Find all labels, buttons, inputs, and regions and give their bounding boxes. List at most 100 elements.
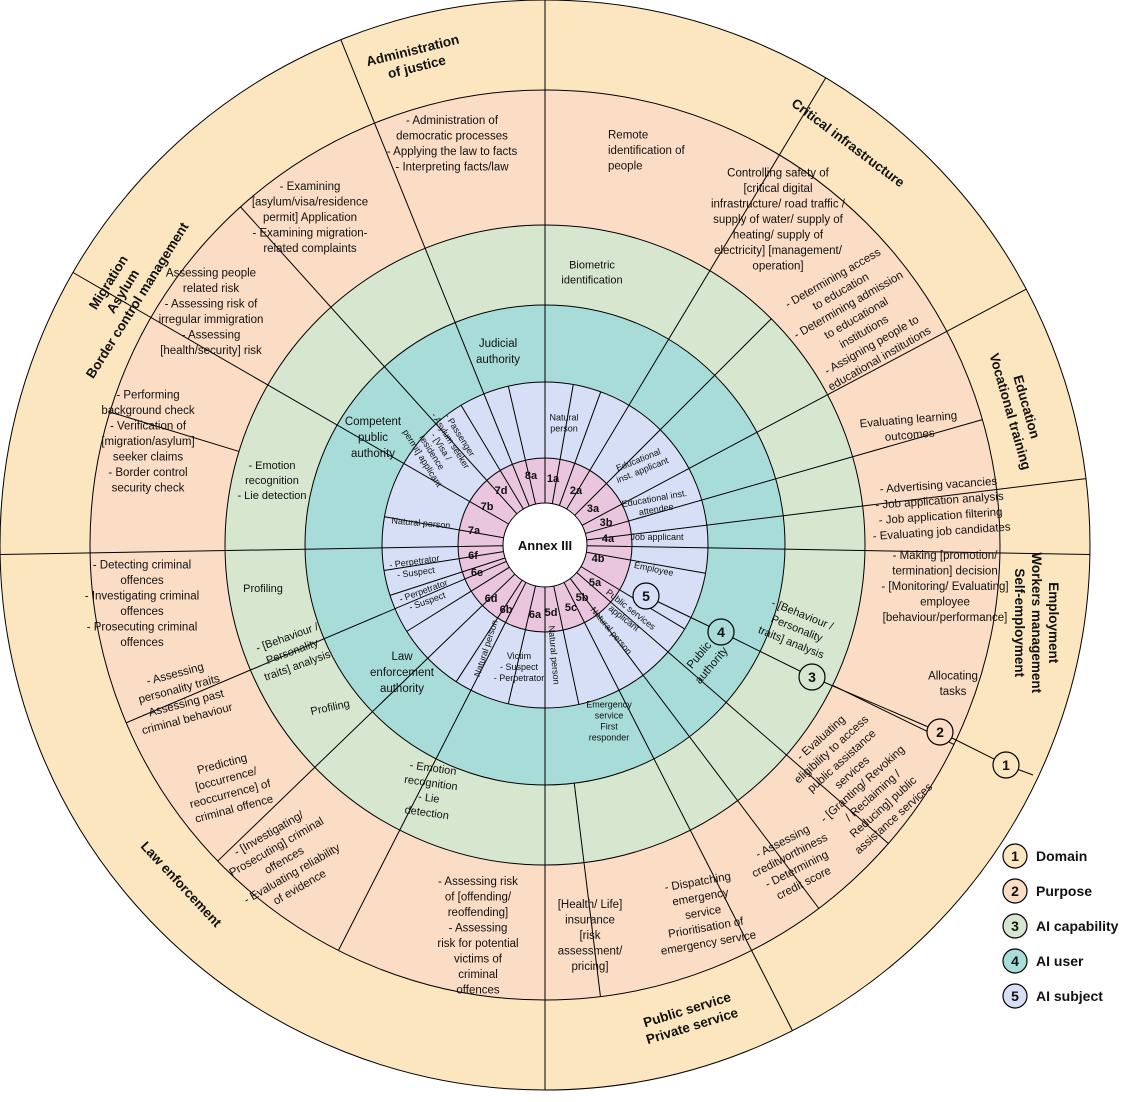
text-line: - Assessing risk — [438, 876, 518, 888]
text-line: authority — [351, 448, 395, 460]
code-7d: 7d — [495, 485, 508, 497]
divider-line — [566, 77, 827, 510]
text-line: [risk — [579, 930, 600, 942]
divider-line — [384, 516, 504, 539]
capability-profiling-law-text: Profiling — [243, 583, 283, 595]
divider-line — [553, 585, 580, 705]
text-line: Natural — [549, 413, 578, 423]
divider-line — [586, 478, 1086, 541]
text-line: victims of — [454, 953, 503, 965]
text-line: termination] decision — [892, 566, 997, 578]
text-line: Self-employment — [1012, 568, 1027, 677]
text-line: criminal — [458, 969, 498, 981]
text-line: - Interpreting facts/law — [395, 161, 509, 173]
text-line: assessment/ — [558, 946, 623, 958]
ai-user-judicial: Judicial authority — [476, 338, 520, 366]
capability-biometric-text: Biometric identification — [561, 260, 622, 287]
text-line: - Administration of — [406, 115, 499, 127]
text-line: people — [608, 161, 643, 173]
marker-circle — [707, 618, 735, 646]
legend-item-ai-subject: 5 AI subject — [1002, 983, 1103, 1009]
marker-number: 4 — [717, 624, 725, 640]
text-line: related risk — [183, 283, 239, 295]
text-line: Workers management — [1029, 552, 1044, 693]
purpose-examining-text: - Examining [asylum/visa/residence permit]… — [252, 181, 368, 255]
ai-user-judicial-text: Judicial authority — [476, 338, 520, 366]
text-line: security check — [112, 483, 185, 495]
legend-number: 2 — [1011, 883, 1019, 899]
purpose-remote-text: Remote identification of people — [608, 130, 686, 173]
text-line: identification — [561, 275, 622, 287]
legend-item-ai-capability: 3 AI capability — [1002, 913, 1119, 939]
divider-line — [337, 582, 527, 951]
code-7a: 7a — [468, 525, 481, 537]
text-line: employee — [920, 597, 970, 609]
legend-swatch — [1002, 843, 1028, 869]
divider-line — [563, 582, 793, 1031]
text-line: [critical digital — [743, 183, 812, 195]
ai-user-competent-text: Competent public authority — [345, 416, 402, 460]
text-line: offences — [120, 575, 164, 587]
text-line: authority — [380, 683, 424, 695]
purpose-justice: - Administration of democratic processes -… — [387, 115, 518, 174]
text-line: permit] Application — [263, 212, 357, 224]
text-line: [health/security] risk — [160, 345, 262, 357]
divider-line — [217, 573, 516, 862]
ai-subject-emergency: Emergency service First responder — [586, 700, 632, 743]
ai-subject-natural-1a: Natural person — [549, 413, 578, 434]
text-line: identification of — [608, 145, 686, 157]
divider-line — [125, 560, 507, 724]
ai-user-law-text: Law enforcement authority — [370, 651, 435, 695]
purpose-migration-risk: Assessing people related risk - Assessing … — [159, 267, 264, 357]
text-line: related complaints — [263, 243, 357, 255]
text-line: recognition — [245, 475, 299, 487]
text-line: Law — [391, 651, 413, 663]
text-line: - Border control — [108, 467, 187, 479]
text-line: infrastructure/ road traffic / — [711, 199, 846, 211]
divider-line — [109, 411, 240, 452]
divider-line — [576, 572, 889, 844]
text-line: pricing] — [571, 961, 608, 973]
text-line: - Detecting criminal — [93, 559, 191, 571]
ai-subject-natural-1a-text: Natural person — [549, 413, 578, 434]
text-line: - Investigating criminal — [85, 590, 199, 602]
divider-line — [586, 551, 706, 574]
purpose-critical: Controlling safety of [critical digital in… — [711, 168, 846, 273]
text-line: outcomes — [884, 428, 935, 444]
text-line: heating/ supply of — [733, 230, 824, 242]
purpose-justice-text: - Administration of democratic processes -… — [387, 115, 518, 174]
divider-line — [551, 384, 574, 504]
ring-marker-5: 5 — [632, 582, 660, 610]
text-line: public — [358, 432, 388, 444]
text-line: Biometric — [569, 260, 615, 272]
purpose-promotion: - Making [promotion/termination] decisio… — [881, 550, 1008, 624]
text-line: supply of water/ supply of — [713, 214, 844, 226]
ai-subject-victim-text: Victim - Suspect - Perpetrator — [494, 651, 545, 683]
code-5a: 5a — [589, 577, 602, 589]
text-line: Victim — [507, 651, 531, 661]
text-line: service — [595, 711, 624, 721]
code-4b: 4b — [592, 553, 605, 565]
divider-line — [0, 545, 504, 556]
text-line: - Prosecuting criminal — [87, 621, 198, 633]
ai-user-competent: Competent public authority — [345, 416, 402, 460]
purpose-insurance: [Health/ Life] insurance [risk assessment/p… — [558, 899, 623, 973]
capability-emotion-mig-text: - Emotion recognition - Lie detection — [237, 460, 306, 502]
legend-label: AI capability — [1036, 918, 1119, 934]
text-line: - Verification of — [110, 421, 187, 433]
code-7b: 7b — [481, 501, 494, 513]
divider-line — [240, 206, 518, 515]
text-line: reoffending] — [448, 907, 509, 919]
ring-marker-1: 1 — [992, 751, 1020, 779]
purpose-remote: Remote identification of people — [608, 130, 686, 173]
text-line: offences — [120, 637, 164, 649]
text-line: democratic processes — [396, 130, 508, 142]
text-line: background check — [101, 405, 195, 417]
capability-profiling-law: Profiling — [243, 583, 283, 595]
purpose-detecting-text: - Detecting criminal offences - Investigat… — [85, 559, 199, 649]
purpose-promotion-text: - Making [promotion/termination] decisio… — [881, 550, 1008, 624]
text-line: seeker claims — [113, 452, 184, 464]
legend-swatch — [1002, 948, 1028, 974]
purpose-migration-risk-text: Assessing people related risk - Assessing … — [159, 267, 264, 357]
text-line: person — [550, 424, 578, 434]
